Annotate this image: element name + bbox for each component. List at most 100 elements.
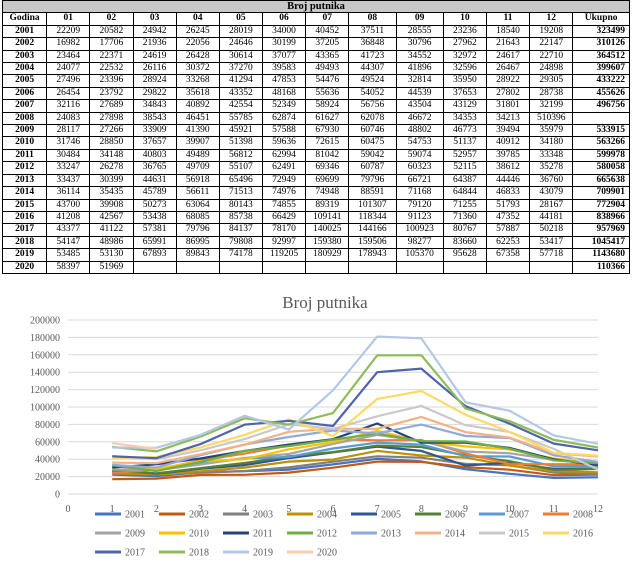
year-cell: 2009 <box>1 124 48 138</box>
year-cell: 2014 <box>1 186 48 200</box>
table-row: 2010 31746 28850 37657 39907 51398 59636 72615 6… <box>1 136 630 150</box>
year-cell: 2002 <box>1 37 48 51</box>
month-cell: 54753 <box>395 136 444 150</box>
year-cell: 2018 <box>1 235 48 250</box>
legend-label: 2013 <box>381 529 401 540</box>
month-cell <box>218 260 263 274</box>
month-cell: 56756 <box>348 99 397 113</box>
year-cell: 2020 <box>1 260 48 274</box>
month-cell: 26467 <box>485 62 531 76</box>
month-cell: 54147 <box>46 235 91 250</box>
month-cell: 71360 <box>442 210 487 225</box>
month-cell: 74855 <box>261 198 307 212</box>
month-cell: 49709 <box>175 161 220 175</box>
month-cell: 20582 <box>89 24 134 39</box>
month-cell: 32116 <box>46 99 91 113</box>
month-cell: 28167 <box>529 198 574 212</box>
month-cell: 32814 <box>395 74 444 88</box>
month-cell: 62253 <box>485 235 531 250</box>
x-tick-label: 5 <box>286 504 291 515</box>
y-tick-label: 100000 <box>30 403 60 414</box>
year-cell: 2005 <box>1 74 48 88</box>
month-cell: 27962 <box>442 37 487 51</box>
month-cell: 37657 <box>132 136 177 150</box>
month-cell: 81042 <box>305 148 350 163</box>
legend-label: 2006 <box>445 510 465 521</box>
month-cell: 57887 <box>485 223 531 237</box>
month-cell: 42554 <box>218 99 263 113</box>
year-cell: 2010 <box>1 136 48 150</box>
total-cell: 957969 <box>572 223 630 237</box>
month-cell: 43079 <box>529 186 574 200</box>
total-cell: 455626 <box>572 86 630 101</box>
month-cell: 23464 <box>46 49 91 64</box>
month-cell: 24898 <box>529 62 574 76</box>
total-cell: 599978 <box>572 148 630 163</box>
month-cell: 48802 <box>395 124 444 138</box>
month-cell: 44446 <box>485 173 531 188</box>
table-row: 2008 24083 27898 38543 46451 55785 62874 61627 6… <box>1 111 630 126</box>
month-cell: 86995 <box>175 235 220 250</box>
year-cell: 2016 <box>1 210 48 225</box>
month-cell: 34843 <box>132 99 177 113</box>
column-header: 05 <box>218 12 263 26</box>
month-cell: 41723 <box>348 49 397 64</box>
month-cell: 57718 <box>529 248 574 262</box>
month-cell: 49489 <box>175 148 220 163</box>
y-tick-label: 80000 <box>35 420 60 431</box>
month-cell: 88591 <box>348 186 397 200</box>
table-row: 2006 26454 23792 29822 35618 43352 48168 55636 5… <box>1 86 630 101</box>
month-cell: 100923 <box>395 223 444 237</box>
series-line-2020 <box>112 442 157 450</box>
month-cell: 51398 <box>218 136 263 150</box>
month-cell: 67358 <box>485 248 531 262</box>
month-cell: 159506 <box>348 235 397 250</box>
month-cell: 65991 <box>132 235 177 250</box>
column-header: 08 <box>348 12 397 26</box>
column-header: 07 <box>305 12 350 26</box>
month-cell: 66721 <box>395 173 444 188</box>
table-row: 2020 58397 51969 110366 <box>1 260 630 274</box>
month-cell: 119205 <box>261 248 307 262</box>
month-cell: 178943 <box>348 248 397 262</box>
x-tick-label: 2 <box>154 504 159 515</box>
total-cell: 399607 <box>572 62 630 76</box>
month-cell: 59636 <box>261 136 307 150</box>
month-cell: 105370 <box>395 248 444 262</box>
table-title: Broj putnika <box>2 0 630 14</box>
x-tick-label: 11 <box>549 504 559 515</box>
month-cell: 39583 <box>261 62 307 76</box>
table-row: 2002 16982 17706 21936 22056 24646 30199 37205 3… <box>1 37 630 51</box>
month-cell: 24646 <box>218 37 263 51</box>
month-cell: 32199 <box>529 99 574 113</box>
month-cell: 37077 <box>261 49 307 64</box>
month-cell: 30199 <box>261 37 307 51</box>
month-cell: 27496 <box>46 74 91 88</box>
month-cell: 51969 <box>89 260 134 274</box>
month-cell: 66429 <box>261 210 307 225</box>
month-cell: 39908 <box>89 198 134 212</box>
month-cell: 53130 <box>89 248 134 262</box>
x-tick-label: 6 <box>331 504 336 515</box>
month-cell: 41122 <box>89 223 134 237</box>
month-cell: 44307 <box>348 62 397 76</box>
month-cell: 49493 <box>305 62 350 76</box>
month-cell: 49524 <box>348 74 397 88</box>
column-header: 01 <box>46 12 91 26</box>
month-cell: 71168 <box>395 186 444 200</box>
x-tick-label: 4 <box>242 504 247 515</box>
month-cell: 36765 <box>132 161 177 175</box>
month-cell: 35618 <box>175 86 220 101</box>
month-cell: 34213 <box>485 111 531 126</box>
month-cell: 510396 <box>529 111 574 126</box>
month-cell <box>175 260 220 274</box>
month-cell: 30484 <box>46 148 91 163</box>
month-cell: 28738 <box>529 86 574 101</box>
month-cell: 72615 <box>305 136 350 150</box>
month-cell: 33437 <box>46 173 91 188</box>
month-cell: 43377 <box>46 223 91 237</box>
total-cell <box>572 111 630 126</box>
legend-label: 2003 <box>253 510 273 521</box>
legend-label: 2011 <box>253 529 273 540</box>
month-cell: 36760 <box>529 173 574 188</box>
